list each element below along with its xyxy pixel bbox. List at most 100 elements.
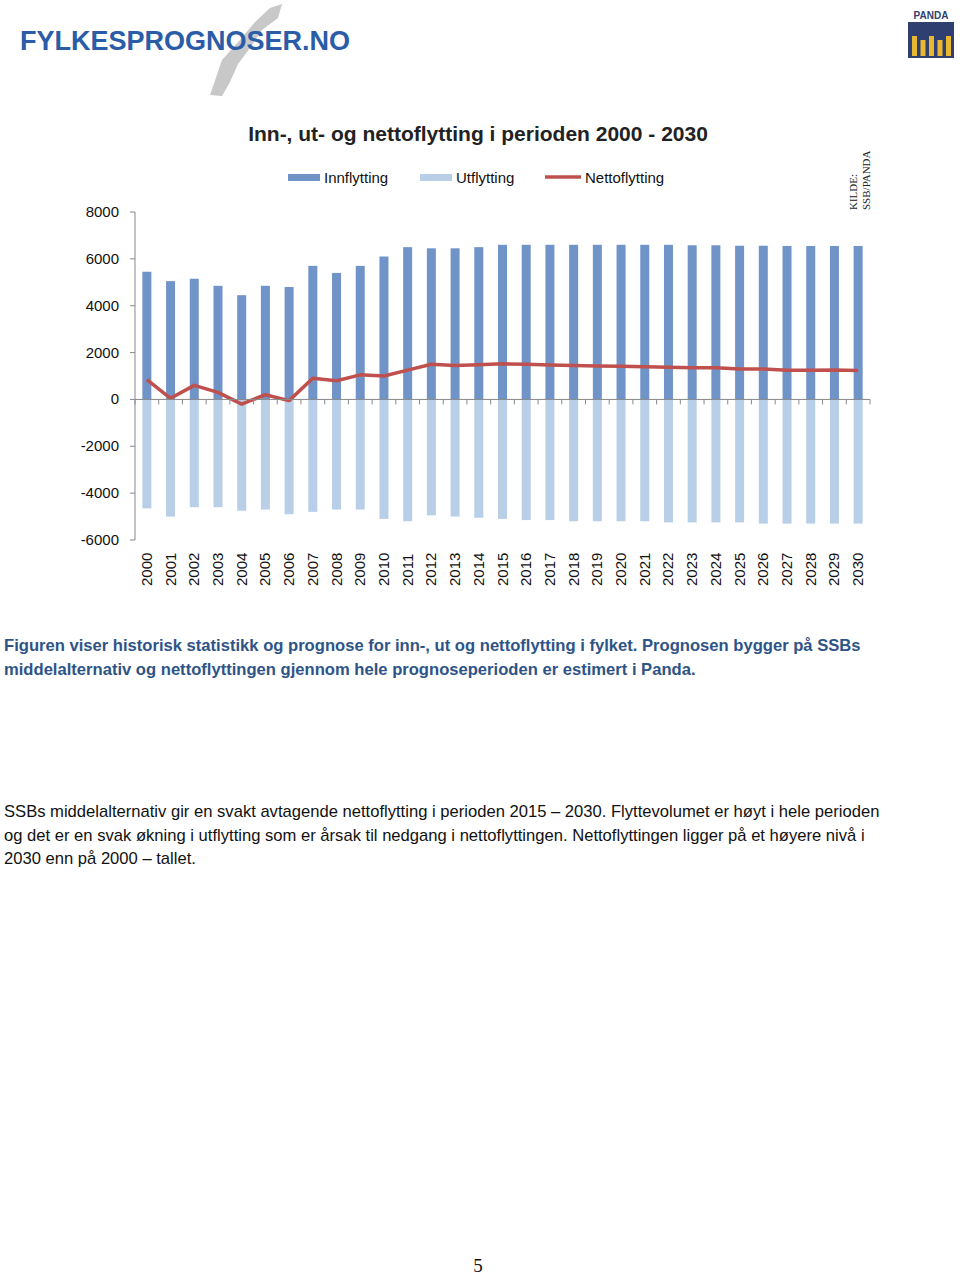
bar (142, 399, 151, 508)
bar (759, 399, 768, 523)
x-tick (775, 399, 776, 404)
legend-label: Innflytting (324, 169, 388, 186)
source-line: KILDE: (847, 174, 859, 210)
x-tick (372, 399, 373, 404)
bar (498, 245, 507, 400)
x-tick-label: 2004 (233, 553, 250, 586)
x-tick-label: 2001 (162, 553, 179, 586)
y-tick-label: 2000 (86, 344, 119, 361)
y-tick-label: 0 (111, 390, 119, 407)
page-number: 5 (473, 1255, 483, 1275)
marks (142, 245, 862, 524)
header: FYLKESPROGNOSER.NO PANDA (20, 4, 954, 96)
chart-title: Inn-, ut- og nettoflytting i perioden 20… (248, 122, 708, 145)
x-tick (538, 399, 539, 404)
x-tick-label: 2021 (636, 553, 653, 586)
logo-text: FYLKESPROGNOSER.NO (20, 26, 350, 56)
y-tick (130, 352, 135, 353)
bar (830, 246, 839, 399)
bar (783, 399, 792, 523)
bar (545, 399, 554, 520)
bar (403, 399, 412, 521)
x-tick-label: 2029 (825, 553, 842, 586)
x-tick (822, 399, 823, 404)
x-tick-label: 2007 (304, 553, 321, 586)
bar (332, 399, 341, 509)
x-tick (158, 399, 159, 404)
bar (285, 399, 294, 514)
x-tick (798, 399, 799, 404)
x-tick (490, 399, 491, 404)
x-tick-label: 2017 (541, 553, 558, 586)
bar (237, 295, 246, 399)
x-tick (443, 399, 444, 404)
x-tick-label: 2000 (138, 553, 155, 586)
bar (806, 399, 815, 523)
legend-label: Nettoflytting (585, 169, 664, 186)
bar (190, 279, 199, 400)
x-tick-label: 2005 (256, 553, 273, 586)
bar (356, 266, 365, 400)
bar (261, 286, 270, 400)
x-tick (229, 399, 230, 404)
legend-label: Utflytting (456, 169, 514, 186)
badge-text: PANDA (914, 10, 949, 21)
bar (166, 281, 175, 399)
y-tick (130, 493, 135, 494)
y-tick (130, 399, 135, 400)
bar (190, 399, 199, 507)
x-tick-label: 2026 (754, 553, 771, 586)
bar (166, 399, 175, 516)
x-tick-label: 2019 (588, 553, 605, 586)
bar (830, 399, 839, 523)
bar (237, 399, 246, 510)
x-tick (727, 399, 728, 404)
badge-bar (946, 36, 951, 56)
bar (379, 257, 388, 400)
bar (569, 399, 578, 521)
x-tick-label: 2010 (375, 553, 392, 586)
bar (261, 399, 270, 509)
x-tick-label: 2024 (707, 553, 724, 586)
y-tick-label: 4000 (86, 297, 119, 314)
x-tick-label: 2008 (328, 553, 345, 586)
bar (379, 399, 388, 518)
bar (308, 399, 317, 511)
line (147, 364, 858, 404)
x-tick (324, 399, 325, 404)
x-tick-label: 2012 (422, 553, 439, 586)
bar (688, 245, 697, 399)
bar (451, 248, 460, 399)
x-tick (135, 399, 136, 404)
y-tick (130, 212, 135, 213)
x-tick (751, 399, 752, 404)
x-tick-label: 2011 (399, 554, 416, 586)
bar (854, 246, 863, 399)
bar (735, 246, 744, 400)
bar (759, 246, 768, 400)
body-line: SSBs middelalternativ gir en svakt avtag… (4, 802, 879, 821)
x-tick (680, 399, 681, 404)
bar (213, 286, 222, 400)
badge-bar (929, 36, 934, 56)
bar (640, 399, 649, 521)
source-line: SSB/PANDA (860, 150, 872, 210)
y-tick (130, 540, 135, 541)
x-tick-label: 2018 (565, 553, 582, 586)
bar (593, 399, 602, 521)
caption: Figuren viser historisk statistikk og pr… (4, 636, 861, 679)
x-tick (704, 399, 705, 404)
legend-swatch (545, 175, 581, 179)
bar (593, 245, 602, 400)
bar (854, 399, 863, 523)
y-tick-label: 8000 (86, 203, 119, 220)
legend-swatch (420, 174, 452, 181)
legend: Innflytting Utflytting Nettoflytting (288, 169, 664, 186)
bar (522, 245, 531, 400)
bar (285, 287, 294, 399)
x-tick (609, 399, 610, 404)
x-tick-label: 2016 (517, 553, 534, 586)
badge-bar (938, 40, 943, 56)
legend-swatch (288, 174, 320, 181)
x-tick (253, 399, 254, 404)
